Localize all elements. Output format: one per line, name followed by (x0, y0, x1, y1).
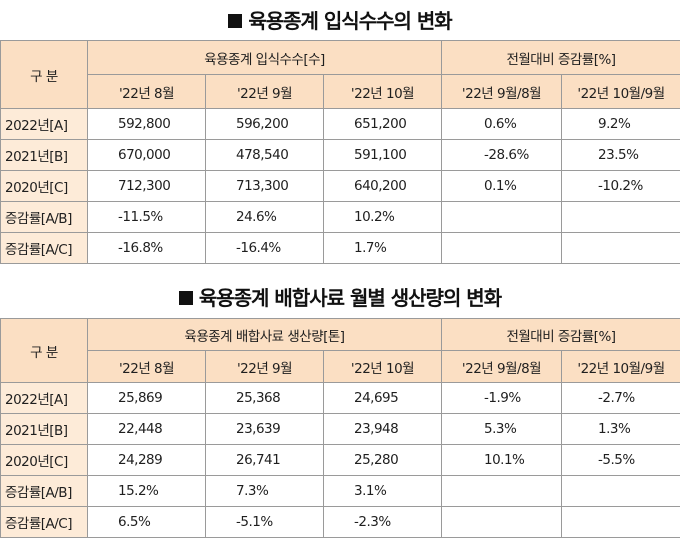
table-cell: 24.6% (205, 201, 324, 233)
section2-title-text: 육용종계 배합사료 월별 생산량의 변화 (198, 286, 502, 310)
month-header: '22년 10월 (322, 74, 443, 109)
table-row: 증감률[A/B] -11.5% 24.6% 10.2% (0, 201, 680, 233)
month-header: '22년 9월 (205, 74, 324, 109)
table-cell: 640,200 (322, 170, 443, 202)
rate-cell: -10.2% (561, 170, 680, 202)
table-cell: 26,741 (205, 444, 324, 476)
month-header: '22년 8월 (87, 74, 206, 109)
rate-cell: 0.1% (441, 170, 563, 202)
subheader-row: '22년 8월 '22년 9월 '22년 10월 '22년 9월/8월 '22년… (1, 350, 680, 383)
table-cell: 591,100 (322, 139, 443, 171)
table-cell: 7.3% (205, 475, 324, 507)
rate-cell: -1.9% (441, 382, 562, 414)
row-label: 2022년[A] (0, 382, 88, 414)
rate-header: '22년 9월/8월 (441, 350, 562, 383)
rate-cell: 5.3% (441, 413, 562, 445)
row-label: 증감률[A/C] (0, 506, 88, 538)
header-row: 구 분 육용종계 입식수수[수] 전월대비 증감률[%] (0, 40, 680, 109)
table-cell: 478,540 (205, 139, 324, 171)
table-cell: 23,639 (205, 413, 324, 445)
subheader-row: '22년 8월 '22년 9월 '22년 10월 '22년 9월/8월 '22년… (1, 74, 680, 109)
table-row: 2022년[A] 592,800 596,200 651,200 0.6% 9.… (0, 108, 680, 140)
table-cell: 6.5% (87, 506, 206, 538)
table-cell: 713,300 (205, 170, 324, 202)
rate-cell: 0.6% (441, 108, 563, 140)
table-cell: 22,448 (87, 413, 206, 445)
rate-cell: -28.6% (441, 139, 563, 171)
table-row: 증감률[A/B] 15.2% 7.3% 3.1% (0, 475, 680, 507)
section2-title: 육용종계 배합사료 월별 생산량의 변화 (0, 282, 680, 311)
row-label: 2021년[B] (0, 139, 88, 171)
table-cell: 592,800 (87, 108, 206, 140)
rate-cell: 23.5% (561, 139, 680, 171)
rate-cell: -2.7% (561, 382, 680, 414)
table-cell: 670,000 (87, 139, 206, 171)
empty-cell (561, 475, 680, 507)
section1-table: 구 분 육용종계 입식수수[수] 전월대비 증감률[%] '22년 8월 '22… (0, 40, 680, 264)
section1-title: 육용종계 입식수수의 변화 (0, 5, 680, 34)
group-header: 육용종계 배합사료 생산량[톤] (87, 318, 442, 351)
table-row: 2021년[B] 670,000 478,540 591,100 -28.6% … (0, 139, 680, 171)
empty-cell (561, 232, 680, 264)
row-label: 증감률[A/B] (0, 475, 88, 507)
row-label: 증감률[A/B] (0, 201, 88, 233)
table-row: 증감률[A/C] 6.5% -5.1% -2.3% (0, 506, 680, 538)
group-header: 육용종계 입식수수[수] (86, 40, 443, 75)
month-header: '22년 8월 (87, 350, 206, 383)
section1-title-text: 육용종계 입식수수의 변화 (248, 9, 452, 33)
rate-cell: -5.5% (561, 444, 680, 476)
table-row: 증감률[A/C] -16.8% -16.4% 1.7% (0, 232, 680, 264)
table-cell: 24,289 (87, 444, 206, 476)
empty-cell (441, 201, 563, 233)
row-label: 2020년[C] (0, 444, 88, 476)
empty-cell (441, 506, 562, 538)
table-row: 2020년[C] 712,300 713,300 640,200 0.1% -1… (0, 170, 680, 202)
table-cell: 596,200 (205, 108, 324, 140)
table-cell: -16.4% (205, 232, 324, 264)
rate-group-header: 전월대비 증감률[%] (441, 40, 680, 75)
table-cell: -11.5% (87, 201, 206, 233)
rate-header: '22년 9월/8월 (441, 74, 563, 109)
rate-cell: 10.1% (441, 444, 562, 476)
empty-cell (441, 475, 562, 507)
square-bullet-icon (178, 291, 193, 305)
rate-group-header: 전월대비 증감률[%] (441, 318, 680, 351)
month-header: '22년 10월 (323, 350, 442, 383)
table-cell: 25,368 (205, 382, 324, 414)
corner-label: 구 분 (0, 40, 88, 109)
table-cell: 24,695 (323, 382, 442, 414)
rate-header: '22년 10월/9월 (561, 74, 680, 109)
table-cell: -5.1% (205, 506, 324, 538)
rate-cell: 1.3% (561, 413, 680, 445)
rate-header: '22년 10월/9월 (561, 350, 680, 383)
table-row: 2021년[B] 22,448 23,639 23,948 5.3% 1.3% (0, 413, 680, 445)
table-cell: 3.1% (323, 475, 442, 507)
square-bullet-icon (228, 14, 243, 28)
empty-cell (561, 506, 680, 538)
table-cell: 15.2% (87, 475, 206, 507)
row-label: 2020년[C] (0, 170, 88, 202)
month-header: '22년 9월 (205, 350, 324, 383)
table-cell: 10.2% (322, 201, 443, 233)
table-row: 2020년[C] 24,289 26,741 25,280 10.1% -5.5… (0, 444, 680, 476)
table-cell: 1.7% (322, 232, 443, 264)
table-cell: 25,280 (323, 444, 442, 476)
empty-cell (441, 232, 563, 264)
table-cell: 712,300 (87, 170, 206, 202)
empty-cell (561, 201, 680, 233)
table-row: 2022년[A] 25,869 25,368 24,695 -1.9% -2.7… (0, 382, 680, 414)
corner-label: 구 분 (0, 318, 88, 383)
row-label: 2022년[A] (0, 108, 88, 140)
table-cell: 25,869 (87, 382, 206, 414)
table-cell: 651,200 (322, 108, 443, 140)
section2-table: 구 분 육용종계 배합사료 생산량[톤] 전월대비 증감률[%] '22년 8월… (0, 318, 680, 538)
row-label: 증감률[A/C] (0, 232, 88, 264)
table-cell: -16.8% (87, 232, 206, 264)
table-cell: -2.3% (323, 506, 442, 538)
table-cell: 23,948 (323, 413, 442, 445)
row-label: 2021년[B] (0, 413, 88, 445)
header-row: 구 분 육용종계 배합사료 생산량[톤] 전월대비 증감률[%] (0, 318, 680, 383)
rate-cell: 9.2% (561, 108, 680, 140)
